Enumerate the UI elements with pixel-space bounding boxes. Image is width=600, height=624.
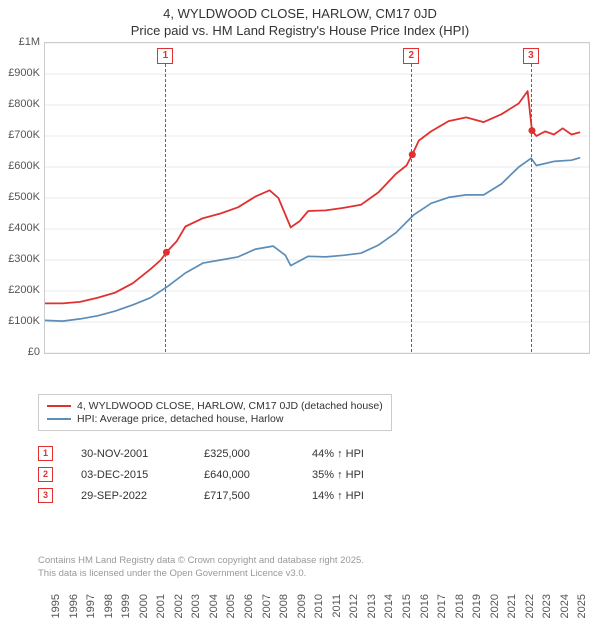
attribution-line-1: Contains HM Land Registry data © Crown c… (38, 555, 364, 567)
marker-line (165, 64, 166, 352)
legend-row-property: 4, WYLDWOOD CLOSE, HARLOW, CM17 0JD (det… (47, 400, 383, 412)
plot-area (44, 42, 590, 354)
y-tick-label: £900K (0, 67, 40, 79)
legend-row-hpi: HPI: Average price, detached house, Harl… (47, 413, 383, 425)
y-tick-label: £600K (0, 160, 40, 172)
sale-marker-icon: 2 (38, 467, 53, 482)
sale-delta: 35% ↑ HPI (312, 469, 364, 481)
y-tick-label: £500K (0, 191, 40, 203)
sale-date: 03-DEC-2015 (81, 469, 176, 481)
y-tick-label: £300K (0, 253, 40, 265)
y-tick-label: £400K (0, 222, 40, 234)
legend-label-hpi: HPI: Average price, detached house, Harl… (77, 413, 283, 425)
y-tick-label: £100K (0, 315, 40, 327)
attribution-line-2: This data is licensed under the Open Gov… (38, 568, 364, 580)
sale-price: £325,000 (204, 448, 284, 460)
title-line-2: Price paid vs. HM Land Registry's House … (10, 23, 590, 40)
y-tick-label: £800K (0, 98, 40, 110)
y-tick-label: £700K (0, 129, 40, 141)
sale-price: £640,000 (204, 469, 284, 481)
sale-delta: 14% ↑ HPI (312, 490, 364, 502)
plot-svg (45, 43, 589, 353)
marker-box: 1 (157, 48, 173, 64)
marker-box: 3 (523, 48, 539, 64)
marker-line (411, 64, 412, 352)
chart-canvas: 4, WYLDWOOD CLOSE, HARLOW, CM17 0JD Pric… (0, 0, 600, 590)
attribution: Contains HM Land Registry data © Crown c… (38, 555, 364, 580)
sale-table: 1 30-NOV-2001 £325,000 44% ↑ HPI 2 03-DEC-201… (38, 440, 364, 509)
x-tick-label: 2025 (576, 590, 600, 624)
y-tick-label: £0 (0, 346, 40, 358)
sale-row: 3 29-SEP-2022 £717,500 14% ↑ HPI (38, 488, 364, 503)
sale-marker-icon: 1 (38, 446, 53, 461)
sale-row: 2 03-DEC-2015 £640,000 35% ↑ HPI (38, 467, 364, 482)
sale-date: 30-NOV-2001 (81, 448, 176, 460)
chart-title: 4, WYLDWOOD CLOSE, HARLOW, CM17 0JD Pric… (0, 0, 600, 42)
sale-price: £717,500 (204, 490, 284, 502)
y-tick-label: £1M (0, 36, 40, 48)
title-line-1: 4, WYLDWOOD CLOSE, HARLOW, CM17 0JD (10, 6, 590, 23)
marker-line (531, 64, 532, 352)
marker-box: 2 (403, 48, 419, 64)
legend-label-property: 4, WYLDWOOD CLOSE, HARLOW, CM17 0JD (det… (77, 400, 383, 412)
sale-row: 1 30-NOV-2001 £325,000 44% ↑ HPI (38, 446, 364, 461)
sale-delta: 44% ↑ HPI (312, 448, 364, 460)
sale-marker-icon: 3 (38, 488, 53, 503)
sale-date: 29-SEP-2022 (81, 490, 176, 502)
y-tick-label: £200K (0, 284, 40, 296)
legend-swatch-hpi (47, 418, 71, 420)
legend-swatch-property (47, 405, 71, 407)
legend: 4, WYLDWOOD CLOSE, HARLOW, CM17 0JD (det… (38, 394, 392, 431)
